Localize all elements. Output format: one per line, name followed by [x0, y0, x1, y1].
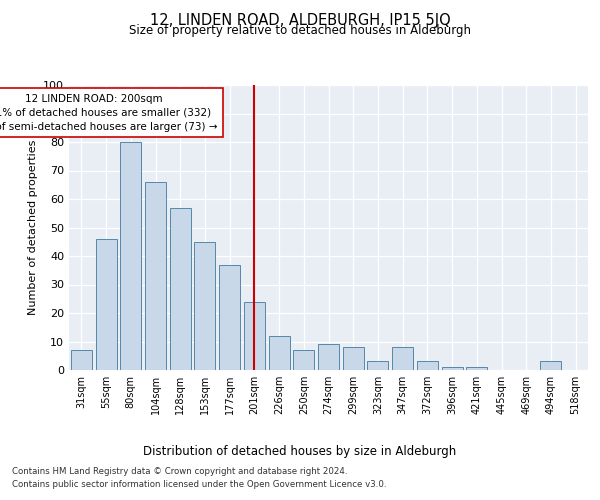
Bar	[442, 367, 463, 370]
Text: Contains public sector information licensed under the Open Government Licence v3: Contains public sector information licen…	[12, 480, 386, 489]
Bar	[417, 362, 438, 370]
Bar	[541, 362, 562, 370]
Text: Size of property relative to detached houses in Aldeburgh: Size of property relative to detached ho…	[129, 24, 471, 37]
Text: Distribution of detached houses by size in Aldeburgh: Distribution of detached houses by size …	[143, 444, 457, 458]
Bar	[392, 347, 413, 370]
Bar	[170, 208, 191, 370]
Bar	[318, 344, 339, 370]
Bar	[219, 264, 240, 370]
Text: Contains HM Land Registry data © Crown copyright and database right 2024.: Contains HM Land Registry data © Crown c…	[12, 467, 347, 476]
Bar	[367, 362, 388, 370]
Bar	[269, 336, 290, 370]
Bar	[244, 302, 265, 370]
Bar	[145, 182, 166, 370]
Text: 12, LINDEN ROAD, ALDEBURGH, IP15 5JQ: 12, LINDEN ROAD, ALDEBURGH, IP15 5JQ	[149, 12, 451, 28]
Bar	[194, 242, 215, 370]
Bar	[343, 347, 364, 370]
Text: 12 LINDEN ROAD: 200sqm
← 81% of detached houses are smaller (332)
18% of semi-de: 12 LINDEN ROAD: 200sqm ← 81% of detached…	[0, 94, 218, 132]
Bar	[293, 350, 314, 370]
Bar	[71, 350, 92, 370]
Bar	[120, 142, 141, 370]
Y-axis label: Number of detached properties: Number of detached properties	[28, 140, 38, 315]
Bar	[466, 367, 487, 370]
Bar	[95, 239, 116, 370]
